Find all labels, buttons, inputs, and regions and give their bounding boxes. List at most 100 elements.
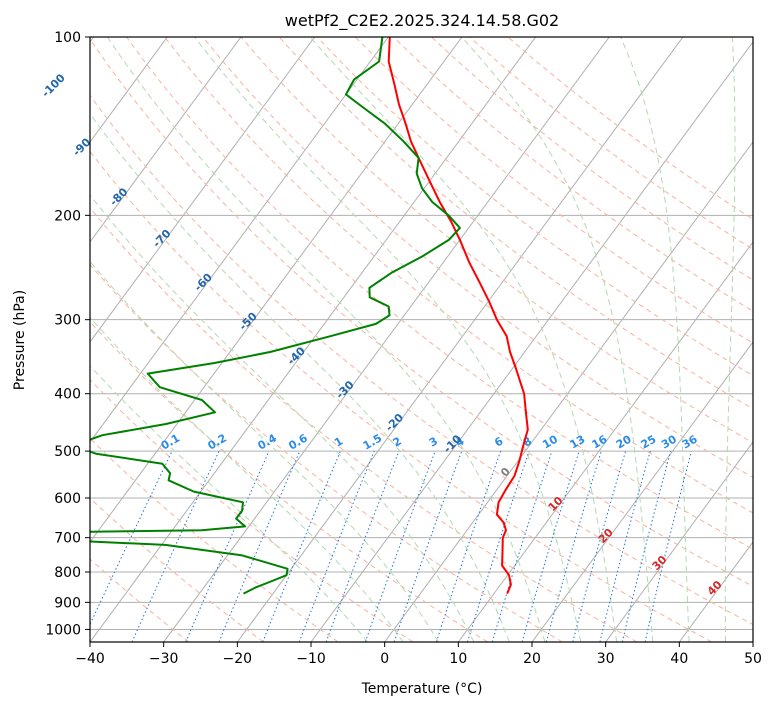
dry-adiabat bbox=[316, 37, 753, 377]
moist-adiabat bbox=[620, 37, 690, 642]
mixing-ratio-line bbox=[435, 450, 502, 642]
moist-adiabat bbox=[90, 112, 510, 642]
dry-adiabat bbox=[278, 37, 753, 410]
x-tick-label: 10 bbox=[449, 651, 467, 667]
x-tick-label: 50 bbox=[744, 651, 762, 667]
isotherm-line bbox=[457, 241, 753, 642]
dry-adiabat bbox=[90, 437, 339, 642]
isotherm-line bbox=[236, 37, 684, 642]
moist-adiabat bbox=[309, 37, 618, 642]
background-lines bbox=[90, 37, 753, 642]
mixing-ratio-label: 20 bbox=[614, 432, 634, 451]
dry-adiabat bbox=[240, 37, 753, 444]
isotherm-line bbox=[384, 141, 753, 642]
temperature-profile bbox=[387, 37, 529, 594]
dry-adiabat bbox=[90, 321, 488, 642]
moist-adiabat bbox=[90, 316, 404, 642]
isotherm-line bbox=[605, 441, 753, 642]
mixing-ratio-line bbox=[262, 450, 341, 642]
y-tick-label: 500 bbox=[54, 444, 81, 460]
moist-adiabat bbox=[106, 37, 546, 642]
mixing-ratio-label: 3 bbox=[427, 435, 440, 450]
isotherm-label: -70 bbox=[150, 227, 173, 250]
y-tick-label: 300 bbox=[54, 313, 81, 329]
y-tick-label: 900 bbox=[54, 595, 81, 611]
x-tick-label: 20 bbox=[523, 651, 541, 667]
isotherm-line bbox=[90, 37, 537, 642]
y-tick-label: 100 bbox=[54, 30, 81, 46]
dry-adiabat bbox=[126, 37, 753, 550]
isotherm-label: -100 bbox=[39, 71, 68, 100]
mixing-ratio-line bbox=[393, 450, 463, 642]
mixing-ratio-line bbox=[218, 450, 301, 642]
mixing-ratio-line bbox=[467, 450, 530, 642]
dry-adiabat bbox=[90, 150, 712, 642]
mixing-ratio-line bbox=[298, 450, 375, 642]
mixing-ratio-line bbox=[521, 450, 580, 642]
x-tick-label: 40 bbox=[670, 651, 688, 667]
isotherm-line bbox=[90, 37, 389, 443]
isotherm-label-warm: 30 bbox=[650, 553, 670, 573]
isotherm-label: -60 bbox=[192, 270, 215, 293]
mixing-ratio-label: 0.2 bbox=[206, 432, 229, 453]
mixing-ratio-label: 2 bbox=[391, 435, 404, 450]
dry-adiabat bbox=[202, 37, 753, 479]
isotherm-line bbox=[531, 341, 753, 642]
dewpoint-profile bbox=[90, 37, 461, 595]
mixing-ratio-label: 6 bbox=[492, 434, 505, 449]
mixing-ratio-label: 1.5 bbox=[361, 432, 384, 453]
isotherm-line bbox=[90, 37, 463, 543]
dry-adiabat bbox=[90, 378, 414, 642]
mixing-ratio-label: 0.6 bbox=[286, 431, 310, 452]
dry-adiabat bbox=[90, 207, 638, 642]
isotherm-label: 0 bbox=[498, 465, 513, 480]
isotherm-label-warm: 10 bbox=[546, 494, 566, 514]
y-tick-label: 700 bbox=[54, 531, 81, 547]
isotherm-line bbox=[90, 37, 242, 243]
isotherm-line bbox=[752, 641, 753, 642]
mixing-ratio-line bbox=[621, 450, 672, 642]
isotherm-label-warm: 40 bbox=[705, 578, 725, 598]
x-tick-label: 0 bbox=[380, 651, 389, 667]
y-tick-label: 200 bbox=[54, 208, 81, 224]
x-tick-label: −40 bbox=[75, 651, 105, 667]
y-tick-label: 800 bbox=[54, 565, 81, 581]
dry-adiabat bbox=[90, 558, 190, 642]
y-axis-title: Pressure (hPa) bbox=[12, 290, 28, 390]
isotherm-label: -80 bbox=[107, 185, 130, 208]
moist-adiabat bbox=[461, 37, 654, 642]
dry-adiabat bbox=[90, 38, 753, 587]
moist-adiabat bbox=[90, 260, 439, 642]
mixing-ratio-line bbox=[545, 450, 602, 642]
isotherm-label: -50 bbox=[237, 310, 260, 333]
dry-adiabat bbox=[90, 497, 264, 642]
x-tick-label: −30 bbox=[149, 651, 179, 667]
x-tick-label: −10 bbox=[296, 651, 326, 667]
mixing-ratio-label: 10 bbox=[540, 432, 560, 451]
mixing-ratio-label: 13 bbox=[568, 433, 588, 452]
isotherm-line bbox=[90, 37, 168, 143]
chart-title: wetPf2_C2E2.2025.324.14.58.G02 bbox=[285, 11, 559, 31]
moist-adiabat bbox=[90, 194, 475, 642]
mixing-ratio-label: 16 bbox=[590, 432, 610, 451]
y-tick-label: 600 bbox=[54, 491, 81, 507]
dry-adiabat bbox=[164, 37, 753, 514]
dry-adiabat bbox=[354, 37, 753, 344]
isotherm-line bbox=[163, 37, 610, 642]
mixing-ratio-line bbox=[185, 450, 270, 642]
mixing-ratio-label: 30 bbox=[659, 432, 679, 451]
moist-adiabat bbox=[724, 37, 736, 642]
profiles bbox=[90, 37, 529, 595]
mixing-ratio-line bbox=[364, 450, 436, 642]
plot-frame bbox=[89, 36, 754, 643]
dry-adiabat bbox=[90, 263, 563, 642]
mixing-ratio-label: 1 bbox=[332, 435, 345, 450]
mixing-ratio-line bbox=[90, 450, 173, 626]
dry-adiabat bbox=[90, 94, 753, 626]
x-tick-label: −20 bbox=[223, 651, 253, 667]
y-tick-label: 400 bbox=[54, 387, 81, 403]
x-axis-title: Temperature (°C) bbox=[361, 681, 483, 697]
isotherm-line bbox=[90, 37, 316, 343]
grid-layer bbox=[90, 36, 753, 630]
